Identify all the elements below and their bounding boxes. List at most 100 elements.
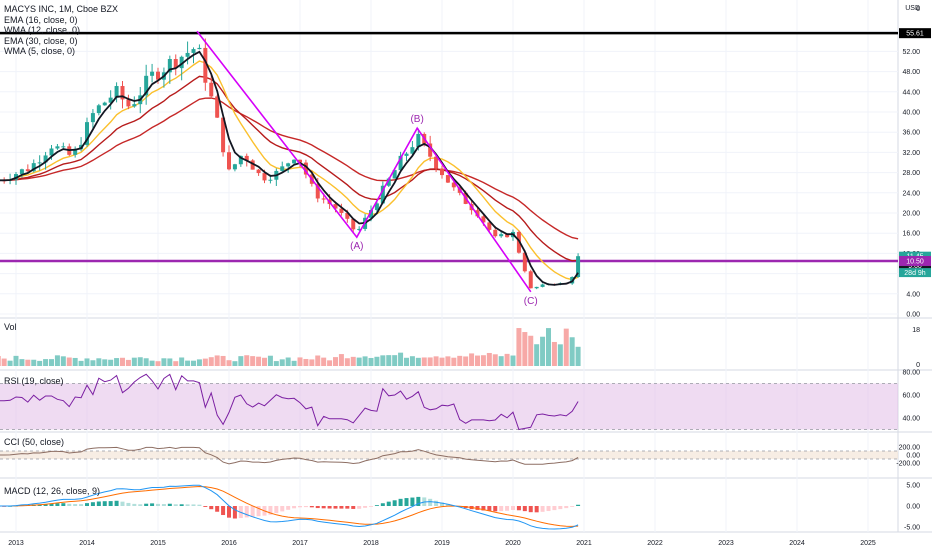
candle-body bbox=[179, 56, 184, 69]
rsi-pane-label[interactable]: RSI (19, close) bbox=[4, 376, 64, 386]
candle-body bbox=[303, 162, 308, 175]
indicator-wma12[interactable]: WMA (12, close, 0) bbox=[4, 25, 81, 35]
price-tag-label: 9.60 bbox=[908, 263, 922, 270]
cci-band bbox=[0, 451, 898, 459]
volume-bar bbox=[368, 357, 374, 366]
macd-histogram-bar bbox=[156, 503, 160, 506]
macd-histogram-bar bbox=[179, 504, 184, 506]
candle-body bbox=[493, 229, 498, 237]
macd-histogram-bar bbox=[481, 506, 486, 511]
rsi-tick-label: 40.00 bbox=[902, 416, 920, 423]
volume-bar bbox=[149, 360, 155, 366]
macd-histogram-bar bbox=[138, 504, 143, 506]
macd-histogram-bar bbox=[49, 503, 54, 506]
macd-histogram-bar bbox=[499, 506, 504, 512]
macd-histogram-bar bbox=[380, 503, 385, 506]
volume-bar bbox=[409, 356, 415, 366]
volume-bar bbox=[131, 357, 137, 366]
indicator-ema30[interactable]: EMA (30, close, 0) bbox=[4, 35, 78, 46]
candle-body bbox=[451, 182, 456, 188]
macd-histogram-bar bbox=[440, 502, 444, 506]
macd-histogram-bar bbox=[256, 506, 261, 517]
x-tick-label: 2023 bbox=[718, 540, 734, 547]
candle-body bbox=[481, 216, 486, 223]
macd-histogram-bar bbox=[280, 506, 285, 512]
volume-bar bbox=[37, 360, 43, 366]
price-level-tag bbox=[899, 255, 931, 266]
candle-body bbox=[14, 174, 18, 180]
macd-histogram-bar bbox=[244, 506, 249, 518]
candle-body bbox=[19, 169, 24, 175]
rsi-tick-label: 60.00 bbox=[902, 393, 920, 400]
macd-histogram-bar bbox=[374, 505, 379, 506]
volume-bar bbox=[498, 356, 504, 366]
candle-body bbox=[434, 156, 439, 169]
volume-bar bbox=[534, 344, 540, 366]
indicator-wma5[interactable]: WMA (5, close, 0) bbox=[4, 46, 76, 56]
wave-label: (A) bbox=[350, 241, 363, 252]
macd-histogram-bar bbox=[268, 506, 273, 515]
candle-body bbox=[315, 183, 320, 199]
candle-body bbox=[114, 86, 119, 98]
volume-bar bbox=[546, 328, 551, 366]
x-tick-label: 2016 bbox=[221, 540, 237, 547]
volume-bar bbox=[43, 359, 49, 366]
candle-body bbox=[505, 234, 510, 238]
candle-body bbox=[31, 163, 36, 172]
price-tick-label: 16.00 bbox=[902, 231, 920, 238]
candle-body bbox=[268, 179, 273, 181]
macd-histogram-bar bbox=[250, 506, 255, 517]
candle-body bbox=[232, 164, 237, 170]
macd-pane-label[interactable]: MACD (12, 26, close, 9) bbox=[4, 486, 101, 496]
volume-bar bbox=[445, 356, 451, 366]
volume-bar bbox=[338, 354, 344, 366]
macd-histogram-bar bbox=[321, 506, 326, 509]
macd-line bbox=[0, 484, 579, 530]
candle-body bbox=[144, 75, 149, 96]
candle-body bbox=[534, 286, 539, 289]
candle-body bbox=[380, 185, 385, 204]
price-tick-label: 48.00 bbox=[902, 69, 920, 76]
volume-bar bbox=[66, 357, 72, 366]
cci-pane-label[interactable]: CCI (50, close) bbox=[4, 437, 65, 447]
volume-bar bbox=[262, 357, 267, 366]
indicator-ema16[interactable]: EMA (16, close, 0) bbox=[4, 14, 78, 25]
volume-bar bbox=[208, 357, 214, 366]
candle-body bbox=[339, 208, 344, 213]
cci-tick-label: -200.00 bbox=[896, 461, 920, 468]
candle-body bbox=[227, 152, 231, 170]
volume-bar bbox=[96, 358, 102, 366]
macd-histogram-bar bbox=[392, 500, 397, 506]
volume-bar bbox=[7, 360, 13, 366]
macd-histogram-bar bbox=[286, 506, 291, 510]
volume-bar bbox=[72, 357, 78, 366]
volume-pane-label[interactable]: Vol bbox=[4, 322, 17, 332]
candle-body bbox=[445, 175, 450, 183]
price-tag-label: 28d 9h bbox=[904, 270, 926, 277]
macd-histogram-bar bbox=[434, 500, 439, 506]
volume-bar bbox=[13, 355, 19, 366]
macd-histogram-bar bbox=[410, 497, 415, 506]
candle-body bbox=[120, 86, 125, 100]
cci-line bbox=[0, 446, 579, 465]
candle-body bbox=[49, 148, 54, 156]
macd-histogram-bar bbox=[132, 503, 137, 506]
volume-bar bbox=[185, 360, 191, 366]
candle-body bbox=[440, 168, 444, 176]
price-tick-label: 32.00 bbox=[902, 150, 920, 157]
price-tick-label: 52.00 bbox=[902, 49, 920, 56]
volume-bar bbox=[125, 359, 131, 366]
macd-histogram-bar bbox=[209, 506, 214, 510]
volume-bar bbox=[173, 361, 179, 366]
candle-body bbox=[132, 104, 137, 107]
volume-bar bbox=[60, 356, 66, 366]
candle-body bbox=[90, 113, 95, 123]
price-tick-label: 28.00 bbox=[902, 170, 920, 177]
volume-bar bbox=[137, 357, 143, 366]
volume-bar bbox=[392, 355, 398, 366]
volume-bar bbox=[155, 361, 161, 366]
macd-histogram-bar bbox=[309, 506, 314, 508]
volume-bar bbox=[480, 355, 486, 366]
candle-body bbox=[357, 228, 362, 230]
